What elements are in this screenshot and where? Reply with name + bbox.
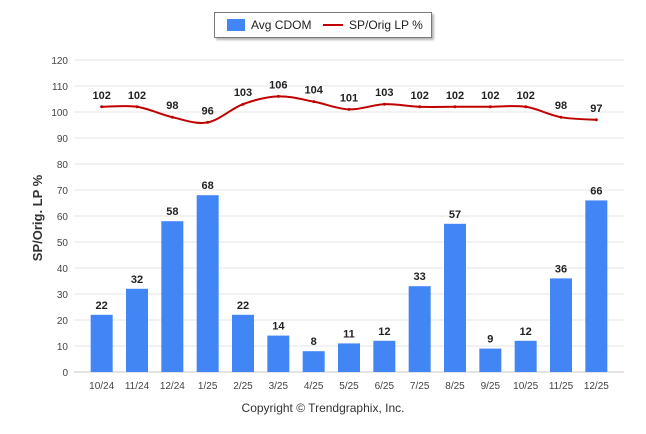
y-tick-label: 40 [57, 264, 69, 275]
line-data-label: 98 [166, 100, 178, 112]
line-data-label: 102 [481, 90, 499, 102]
legend-swatch-avg-cdom [227, 19, 245, 31]
bar-data-label: 11 [343, 328, 355, 340]
line-data-label: 98 [555, 100, 567, 112]
bar [161, 221, 184, 372]
bar-data-label: 9 [487, 334, 493, 346]
y-tick-label: 60 [57, 212, 69, 223]
line-data-label: 102 [92, 90, 110, 102]
y-tick-label: 20 [57, 316, 69, 327]
line-data-label: 97 [590, 103, 602, 115]
x-tick-label: 4/25 [304, 381, 324, 392]
bar-data-label: 14 [272, 321, 285, 333]
bar-data-label: 32 [131, 274, 143, 286]
line-data-label: 102 [128, 90, 146, 102]
bar [90, 314, 113, 372]
x-tick-label: 3/25 [269, 381, 289, 392]
bar [479, 348, 502, 372]
line-point [418, 105, 422, 109]
line-point [488, 105, 492, 109]
bar [373, 340, 396, 372]
line-point [382, 102, 386, 106]
bar-data-label: 57 [449, 209, 461, 221]
y-tick-label: 120 [51, 56, 68, 67]
x-tick-label: 6/25 [375, 381, 395, 392]
bar-data-label: 58 [166, 206, 178, 218]
y-tick-label: 90 [57, 134, 69, 145]
bar-data-label: 12 [378, 326, 390, 338]
y-tick-label: 10 [57, 342, 69, 353]
bar [232, 314, 254, 372]
line-point [170, 115, 174, 119]
bar [585, 200, 608, 372]
legend-label-sp-orig-lp: SP/Orig LP % [349, 18, 423, 32]
bar-data-label: 22 [96, 300, 108, 312]
line-data-label: 102 [410, 90, 428, 102]
x-tick-label: 10/24 [89, 381, 114, 392]
bar [302, 351, 325, 372]
x-tick-label: 9/25 [481, 381, 501, 392]
y-tick-label: 50 [57, 238, 69, 249]
y-tick-label: 80 [57, 160, 69, 171]
bar-data-label: 33 [414, 271, 426, 283]
line-data-label: 103 [375, 87, 393, 99]
x-tick-label: 8/25 [445, 381, 465, 392]
line-point [241, 102, 245, 106]
line-point [100, 105, 104, 109]
x-tick-label: 5/25 [339, 381, 359, 392]
y-axis-title: SP/Orig. LP % [30, 174, 45, 261]
y-tick-label: 110 [52, 82, 68, 93]
x-tick-label: 2/25 [233, 381, 253, 392]
legend-label-avg-cdom: Avg CDOM [251, 18, 312, 32]
line-data-label: 104 [304, 85, 323, 97]
line-data-label: 102 [516, 90, 534, 102]
y-tick-label: 100 [51, 108, 68, 119]
bar [196, 195, 219, 372]
line-point [594, 118, 598, 122]
line-data-label: 101 [340, 92, 358, 104]
line-point [559, 115, 563, 119]
bar [267, 335, 290, 372]
x-tick-label: 7/25 [410, 381, 430, 392]
copyright-footer: Copyright © Trendgraphix, Inc. [241, 401, 405, 415]
line-point [453, 105, 457, 109]
line-point [276, 94, 280, 98]
line-point [347, 107, 351, 111]
y-tick-label: 70 [57, 186, 69, 197]
bar-data-label: 12 [520, 326, 532, 338]
bar [408, 286, 431, 372]
bar [338, 343, 360, 372]
legend-item-sp-orig-lp[interactable]: SP/Orig LP % [323, 18, 423, 32]
legend-swatch-sp-orig-lp [323, 24, 343, 26]
legend-item-avg-cdom[interactable]: Avg CDOM [227, 18, 311, 32]
bar [126, 288, 148, 372]
bar-data-label: 66 [590, 185, 602, 197]
bar [550, 278, 572, 372]
line-data-label: 96 [202, 105, 214, 117]
y-tick-label: 0 [62, 368, 68, 379]
bar-data-label: 22 [237, 300, 249, 312]
line-data-label: 102 [446, 90, 464, 102]
x-tick-label: 12/25 [584, 381, 609, 392]
line-point [312, 100, 316, 104]
bar [514, 340, 537, 372]
x-tick-label: 11/25 [549, 381, 574, 392]
legend: Avg CDOM SP/Orig LP % [214, 12, 432, 38]
line-data-label: 103 [234, 87, 252, 99]
bar-data-label: 68 [202, 180, 214, 192]
line-point [206, 120, 210, 124]
x-tick-label: 1/25 [198, 381, 218, 392]
bar [444, 223, 466, 372]
x-tick-label: 12/24 [160, 381, 185, 392]
bar-data-label: 8 [311, 336, 317, 348]
y-tick-label: 30 [57, 290, 69, 301]
x-tick-label: 11/24 [125, 381, 150, 392]
bar-data-label: 36 [555, 263, 567, 275]
line-point [135, 105, 139, 109]
x-tick-label: 10/25 [513, 381, 538, 392]
line-point [524, 105, 528, 109]
line-data-label: 106 [269, 79, 287, 91]
